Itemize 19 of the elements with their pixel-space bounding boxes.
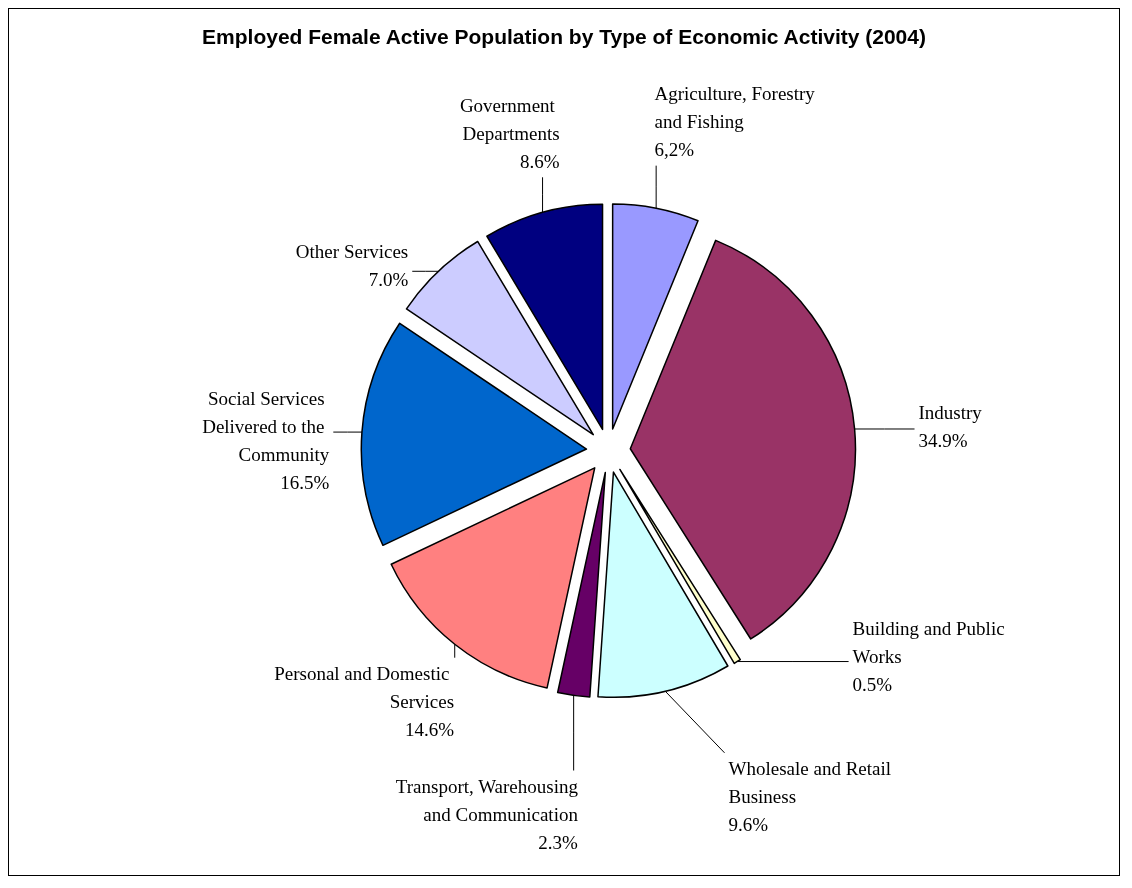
data-label: 7.0% (368, 269, 409, 291)
data-label: 0.5% (852, 673, 893, 695)
slice-label: Transport, Warehousing and Communication (395, 776, 579, 826)
legend-label: Social Services Delivered to the Community (202, 387, 330, 465)
slice-label: Government Departments (459, 94, 560, 144)
slice-label: Industry (918, 401, 983, 423)
data-label: 6,2% (654, 139, 695, 161)
slice-label: Wholesale and Retail Business (728, 758, 896, 808)
data-label: 16.5% (280, 471, 330, 493)
data-label: 8.6% (520, 150, 560, 172)
data-label: 34.9% (918, 429, 968, 451)
data-label: 14.6% (405, 719, 455, 741)
data-label: 9.6% (728, 814, 769, 836)
chart-title: Employed Female Active Population by Type of Economic Activity (2004) (202, 25, 926, 48)
slice-label: Agriculture, Forestry and Fishing (654, 83, 820, 133)
data-label: 2.3% (538, 832, 579, 854)
slice-label: Other Services (295, 241, 409, 263)
slice-label: Building and Public Works (852, 617, 1010, 667)
slice-label: Personal and Domestic Services (274, 663, 455, 713)
